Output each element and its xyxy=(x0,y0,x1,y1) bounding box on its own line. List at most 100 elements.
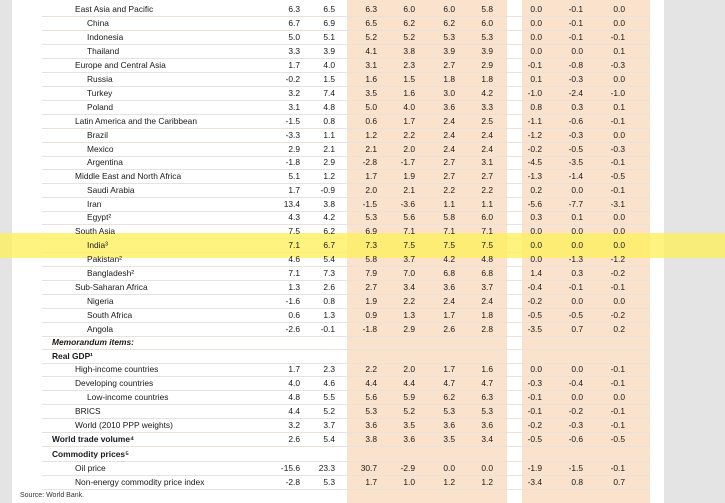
row-value: 5.6 xyxy=(365,392,377,402)
row-value: -15.6 xyxy=(280,463,300,473)
row-value: 3.7 xyxy=(403,254,415,264)
row-value: -0.1 xyxy=(610,157,625,167)
row-value: -0.5 xyxy=(610,434,625,444)
row-rule xyxy=(42,86,650,87)
row-value: 3.8 xyxy=(403,46,415,56)
row-value: 3.9 xyxy=(443,46,455,56)
row-value: -0.1 xyxy=(610,364,625,374)
row-value: 1.7 xyxy=(403,116,415,126)
row-value: 6.5 xyxy=(365,18,377,28)
row-value: 0.8 xyxy=(323,116,335,126)
row-value: 1.5 xyxy=(403,74,415,84)
table-row: Memorandum items: xyxy=(0,336,725,350)
row-value: 3.5 xyxy=(443,434,455,444)
row-value: -1.5 xyxy=(362,199,377,209)
row-value: -1.7 xyxy=(400,157,415,167)
row-value: -0.5 xyxy=(568,310,583,320)
row-value: 0.7 xyxy=(571,324,583,334)
row-value: 3.9 xyxy=(481,46,493,56)
row-value: -3.6 xyxy=(400,199,415,209)
row-value: 4.4 xyxy=(288,406,300,416)
row-rule xyxy=(42,418,650,419)
row-value: 0.0 xyxy=(530,4,542,14)
row-value: 7.4 xyxy=(323,88,335,98)
row-value: 6.2 xyxy=(443,392,455,402)
row-value: 7.5 xyxy=(403,240,415,250)
row-value: 3.2 xyxy=(288,420,300,430)
row-rule xyxy=(42,446,650,447)
row-value: -1.4 xyxy=(568,171,583,181)
row-value: 5.3 xyxy=(481,406,493,416)
row-value: 6.9 xyxy=(323,18,335,28)
row-value: -5.6 xyxy=(527,199,542,209)
table-row: High-income countries 1.7 2.3 2.2 2.0 1.7 1.6 0… xyxy=(0,363,725,377)
row-value: 6.0 xyxy=(443,4,455,14)
row-label: Indonesia xyxy=(87,32,124,42)
row-label: Angola xyxy=(87,324,114,334)
row-value: 2.7 xyxy=(443,157,455,167)
row-value: 6.7 xyxy=(288,18,300,28)
table-row: Russia -0.2 1.5 1.6 1.5 1.8 1.8 0.1 -0.3 0.0 xyxy=(0,73,725,87)
row-rule xyxy=(42,376,650,377)
row-value: 5.8 xyxy=(481,4,493,14)
row-label: China xyxy=(87,18,109,28)
row-value: -0.1 xyxy=(527,392,542,402)
row-label: Russia xyxy=(87,74,113,84)
row-rule xyxy=(42,336,650,337)
row-value: -1.8 xyxy=(285,157,300,167)
row-rule xyxy=(42,100,650,101)
row-value: 0.0 xyxy=(613,130,625,140)
row-value: 2.2 xyxy=(403,130,415,140)
row-value: 2.0 xyxy=(403,144,415,154)
row-value: 7.3 xyxy=(365,240,377,250)
row-value: -3.4 xyxy=(527,477,542,487)
table-row: Argentina -1.8 2.9 -2.8 -1.7 2.7 3.1 -4.5 -3.5 -0… xyxy=(0,156,725,170)
row-value: 5.6 xyxy=(403,212,415,222)
row-value: -0.6 xyxy=(568,116,583,126)
row-label: South Africa xyxy=(87,310,133,320)
table-row: Middle East and North Africa 5.1 1.2 1.7 1.9… xyxy=(0,170,725,184)
india-row-highlight xyxy=(0,233,725,258)
row-value: 1.9 xyxy=(365,296,377,306)
row-value: 2.5 xyxy=(481,116,493,126)
table-row: Indonesia 5.0 5.1 5.2 5.2 5.3 5.3 0.0 -0.1 -0.1 xyxy=(0,31,725,45)
row-value: 0.1 xyxy=(530,74,542,84)
row-label: India³ xyxy=(87,240,108,250)
row-value: 3.5 xyxy=(403,420,415,430)
row-value: 0.1 xyxy=(571,212,583,222)
row-rule xyxy=(42,30,650,31)
table-row: Saudi Arabia 1.7 -0.9 2.0 2.1 2.2 2.2 0.2 0.0 -0.… xyxy=(0,184,725,198)
row-value: 5.2 xyxy=(403,32,415,42)
row-value: 6.0 xyxy=(403,4,415,14)
row-value: 1.6 xyxy=(365,74,377,84)
row-rule xyxy=(42,322,650,323)
row-value: 4.8 xyxy=(288,392,300,402)
row-label: Developing countries xyxy=(75,378,154,388)
row-value: 1.3 xyxy=(288,282,300,292)
row-value: -0.1 xyxy=(610,116,625,126)
table-row: World trade volume⁴ 2.6 5.4 3.8 3.6 3.5 3.4 -0.… xyxy=(0,433,725,447)
row-value: 0.0 xyxy=(571,296,583,306)
row-value: -0.1 xyxy=(568,282,583,292)
row-label: Real GDP¹ xyxy=(52,351,93,361)
row-value: 1.0 xyxy=(403,477,415,487)
row-rule xyxy=(42,72,650,73)
row-value: 2.9 xyxy=(288,144,300,154)
row-value: 5.5 xyxy=(323,392,335,402)
row-value: 2.4 xyxy=(443,144,455,154)
row-rule xyxy=(42,169,650,170)
row-label: South Asia xyxy=(75,226,116,236)
row-value: 3.6 xyxy=(443,282,455,292)
row-value: 4.1 xyxy=(365,46,377,56)
table-row: Real GDP¹ xyxy=(0,350,725,364)
row-label: Saudi Arabia xyxy=(87,185,135,195)
row-value: 3.9 xyxy=(323,46,335,56)
row-value: 1.7 xyxy=(365,477,377,487)
row-value: 1.7 xyxy=(288,364,300,374)
row-rule xyxy=(42,183,650,184)
row-value: -1.3 xyxy=(568,254,583,264)
row-value: 2.7 xyxy=(443,171,455,181)
row-value: 7.1 xyxy=(403,226,415,236)
row-value: 3.1 xyxy=(365,60,377,70)
row-rule xyxy=(42,114,650,115)
